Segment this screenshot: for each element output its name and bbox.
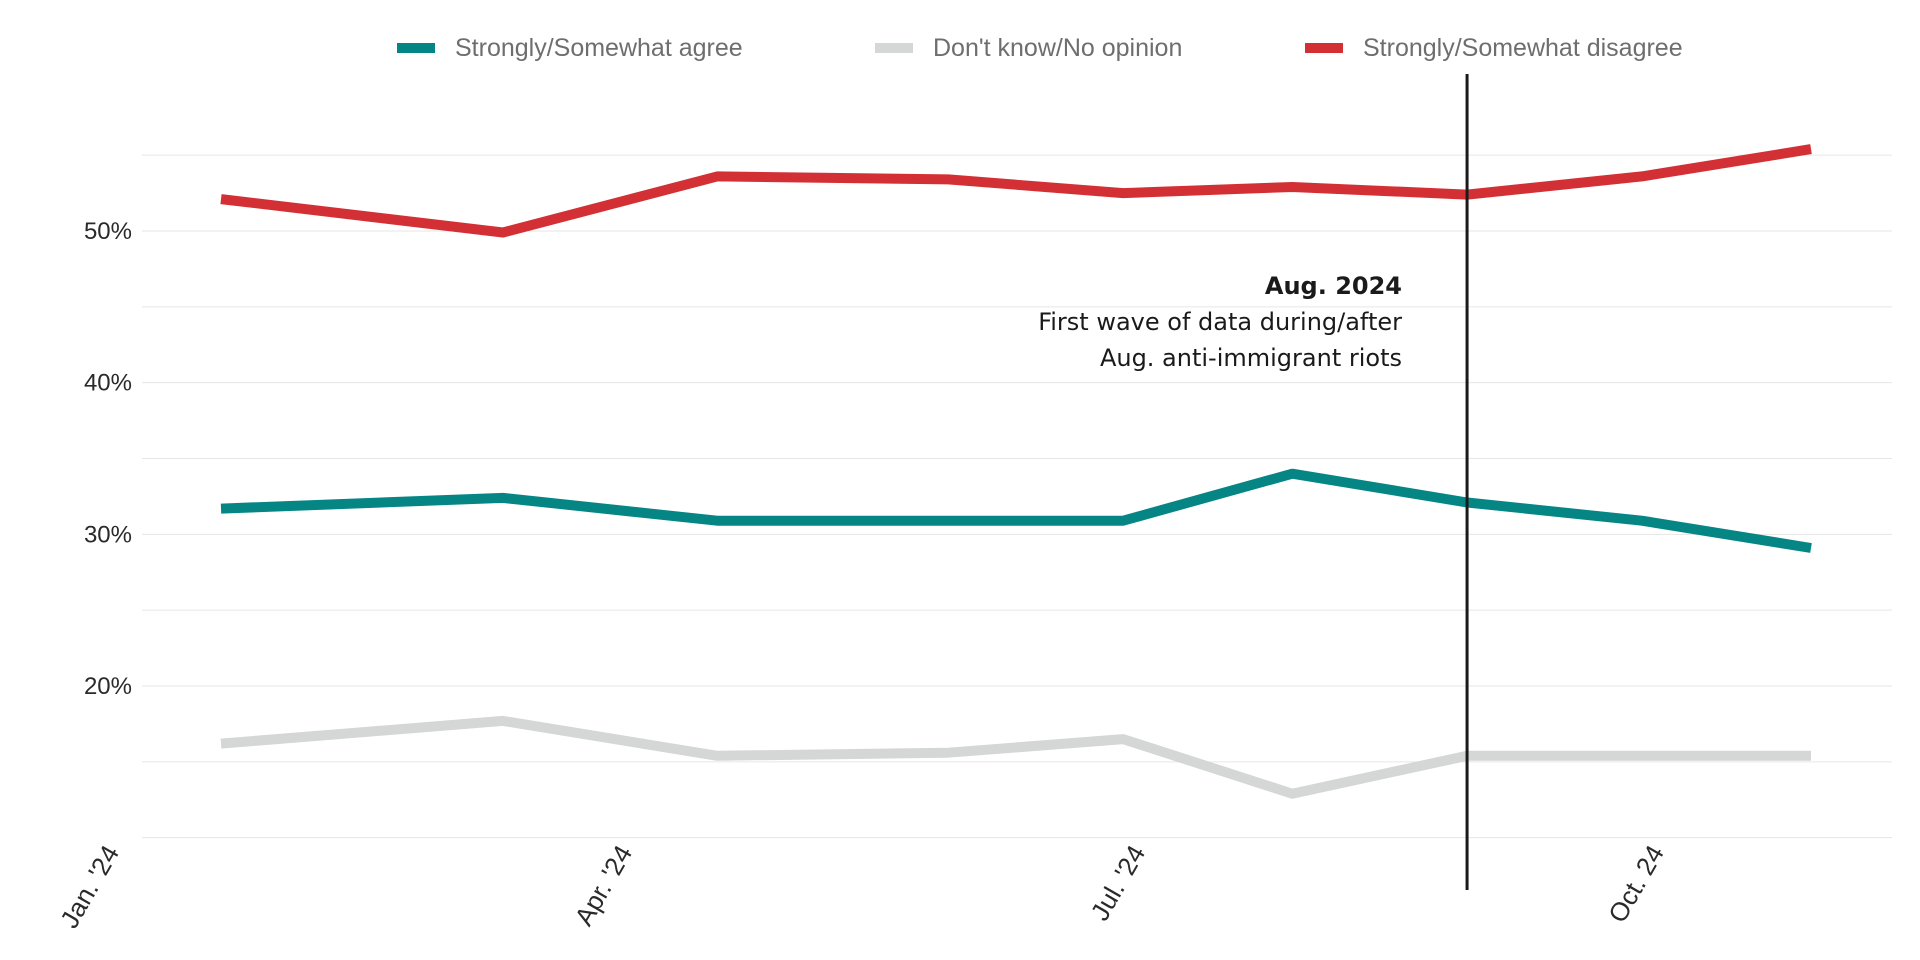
legend-swatch-dont-know (875, 43, 913, 53)
series-line-0 (220, 468, 1812, 553)
series-lines (220, 144, 1812, 799)
legend-label-agree: Strongly/Somewhat agree (455, 33, 743, 62)
legend-item-agree[interactable]: Strongly/Somewhat agree (397, 28, 743, 68)
x-tick-label: Jul. '24 (1084, 840, 1151, 926)
annotation-line-1: First wave of data during/after (1038, 308, 1402, 336)
y-tick-label: 20% (84, 673, 132, 700)
legend-swatch-agree (397, 43, 435, 53)
series-line-2 (220, 144, 1812, 238)
annotation-title: Aug. 2024 (1264, 272, 1402, 300)
y-tick-label: 50% (84, 218, 132, 245)
y-tick-label: 30% (84, 521, 132, 548)
legend-swatch-disagree (1305, 43, 1343, 53)
legend-item-dont-know[interactable]: Don't know/No opinion (875, 28, 1182, 68)
annotation-text: Aug. 2024 First wave of data during/afte… (1038, 268, 1402, 376)
gridlines (142, 154, 1892, 839)
x-tick-label: Jan. '24 (54, 840, 125, 933)
legend: Strongly/Somewhat agree Don't know/No op… (0, 28, 1920, 68)
y-axis-ticks: 50% 40% 30% 20% (84, 218, 132, 700)
legend-item-disagree[interactable]: Strongly/Somewhat disagree (1305, 28, 1683, 68)
x-tick-label: Apr. '24 (568, 840, 638, 931)
annotation-line-2: Aug. anti-immigrant riots (1099, 344, 1402, 372)
legend-label-dont-know: Don't know/No opinion (933, 33, 1183, 62)
x-tick-label: Oct. 24 (1602, 840, 1670, 928)
legend-label-disagree: Strongly/Somewhat disagree (1363, 33, 1683, 62)
series-line-1 (220, 715, 1811, 799)
x-axis-ticks: Jan. '24 Apr. '24 Jul. '24 Oct. 24 (54, 840, 1670, 933)
y-tick-label: 40% (84, 370, 132, 397)
